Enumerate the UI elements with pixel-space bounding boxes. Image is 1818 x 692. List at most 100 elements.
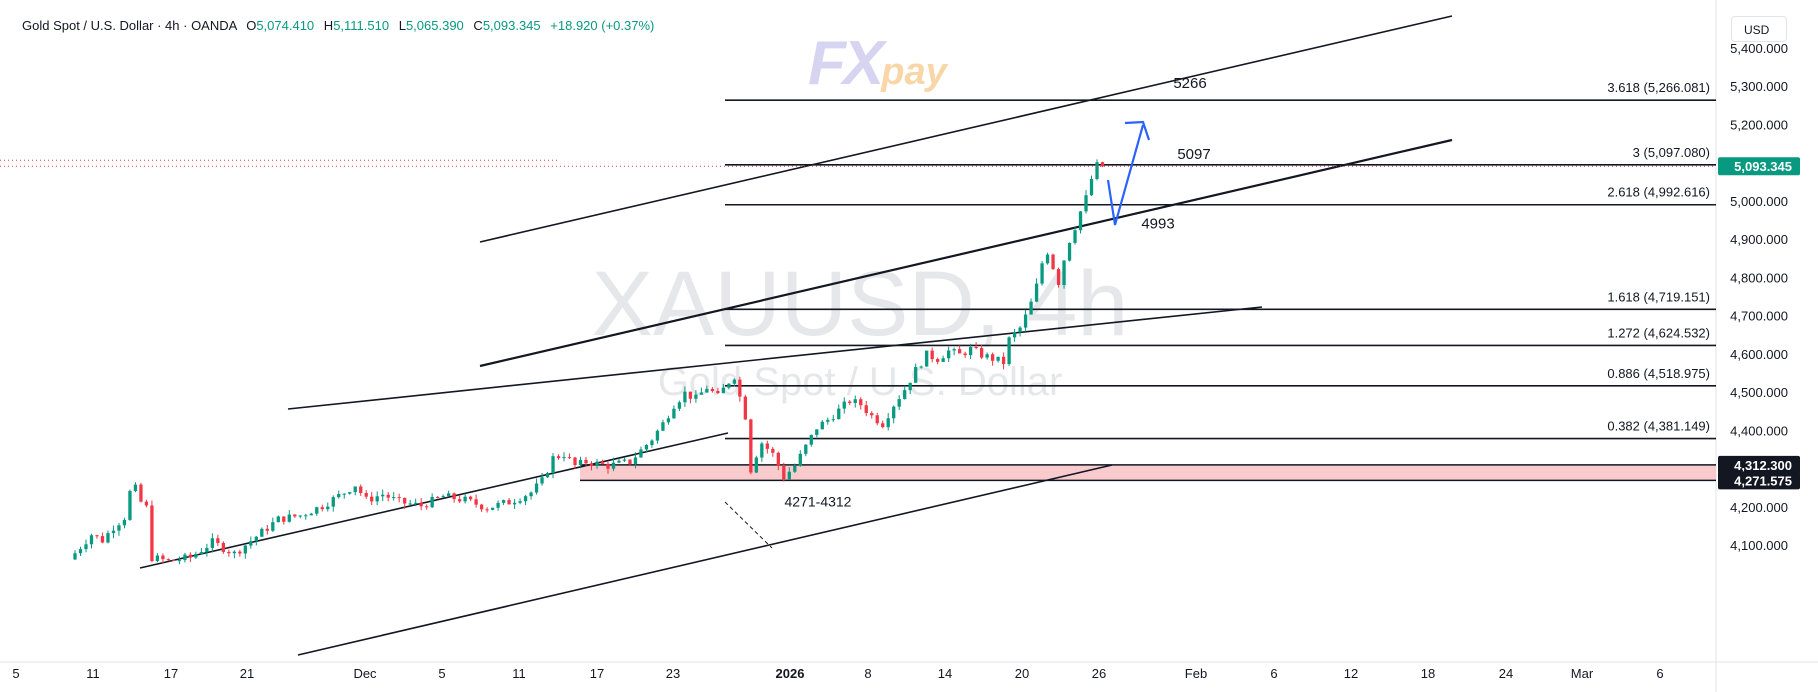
trend-line[interactable] [724, 501, 773, 549]
candle-body [837, 408, 841, 420]
candle-body [584, 459, 588, 464]
candle-body [957, 349, 962, 354]
candle-body [1045, 254, 1050, 264]
candle-body [479, 504, 484, 510]
candle-body [463, 496, 467, 502]
trend-line[interactable] [479, 15, 1453, 243]
candle-body [111, 530, 116, 534]
candle-body [221, 542, 226, 552]
candle-body [743, 396, 747, 420]
candle-body [265, 528, 269, 531]
candle-body [430, 496, 434, 508]
trend-line[interactable] [287, 306, 1263, 410]
candle-body [199, 552, 204, 555]
candle-body [188, 554, 193, 558]
candle-body [666, 418, 671, 423]
y-axis-tick-label: 4,200.000 [1730, 500, 1788, 515]
candle-body [1100, 162, 1105, 167]
support-zone-label: 4271-4312 [785, 493, 852, 509]
candle-body [628, 459, 632, 465]
candle-body [534, 483, 539, 493]
x-axis-tick-label: 14 [938, 666, 952, 681]
trend-line[interactable] [479, 138, 1453, 368]
x-axis-tick-label: 11 [512, 666, 526, 681]
candle-body [1089, 178, 1094, 196]
y-axis-tick-label: 5,200.000 [1730, 117, 1788, 132]
candle-body [238, 551, 242, 554]
candle-body [606, 463, 610, 469]
fib-level-label: 2.618 (4,992.616) [1607, 185, 1710, 200]
open-label: O [246, 18, 257, 33]
candle-body [166, 559, 171, 561]
candle-body [133, 484, 138, 492]
candle-body [304, 515, 308, 517]
y-axis-tick-label: 4,900.000 [1730, 232, 1788, 247]
candle-body [414, 502, 418, 504]
candle-body [441, 496, 445, 498]
x-axis-tick-label: 5 [438, 666, 445, 681]
candle-body [990, 354, 995, 361]
candle-body [611, 462, 616, 469]
trend-line[interactable] [297, 464, 1113, 656]
x-axis-tick-label: 11 [86, 666, 100, 681]
candle-body [930, 350, 934, 360]
candle-body [155, 555, 160, 562]
candle-body [540, 477, 544, 484]
fib-level-label: 1.272 (4,624.532) [1607, 325, 1710, 340]
close-label: C [473, 18, 483, 33]
candle-body [122, 519, 127, 526]
candle-body [941, 358, 945, 362]
fib-level-label: 0.382 (4,381.149) [1607, 419, 1710, 434]
trend-line[interactable] [139, 432, 729, 569]
candle-body [320, 507, 324, 510]
candle-body [271, 522, 275, 531]
candle-body [809, 434, 813, 445]
x-axis-tick-label: 20 [1015, 666, 1029, 681]
projection-arrow[interactable] [1106, 124, 1145, 226]
candle-body [381, 494, 385, 497]
symbol-title[interactable]: Gold Spot / U.S. Dollar · 4h · OANDA [22, 18, 237, 33]
candle-body [1067, 242, 1072, 261]
candle-body [793, 465, 797, 472]
candle-body [639, 449, 643, 458]
candle-body [419, 502, 423, 507]
candle-body [205, 547, 209, 553]
candle-body [150, 505, 154, 562]
candle-body [1062, 260, 1066, 286]
candle-body [359, 486, 363, 493]
logo-fx-text: FX [808, 29, 884, 98]
candle-body [886, 418, 890, 428]
x-axis-tick-label: 2026 [776, 666, 805, 681]
candle-body [595, 461, 599, 467]
candle-body [260, 528, 264, 537]
y-axis-tick-label: 4,400.000 [1730, 423, 1788, 438]
support-zone-rect[interactable] [580, 464, 1716, 481]
candle-body [282, 516, 286, 522]
x-axis-tick-label: Dec [353, 666, 377, 681]
candle-body [848, 401, 852, 404]
currency-button[interactable]: USD [1731, 16, 1787, 42]
candle-body [1056, 269, 1061, 286]
fib-level-label: 3 (5,097.080) [1633, 145, 1710, 160]
candle-body [738, 379, 742, 397]
high-label: H [323, 18, 334, 33]
candle-body [1018, 327, 1022, 333]
candle-body [161, 555, 165, 560]
candle-body [979, 348, 984, 358]
candle-body [78, 549, 83, 554]
candle-body [655, 430, 660, 441]
candle-body [144, 501, 149, 506]
candle-body [89, 535, 94, 545]
symbol-header[interactable]: Gold Spot / U.S. Dollar · 4h · OANDA O5,… [22, 18, 654, 33]
x-axis-tick-label: 24 [1499, 666, 1513, 681]
x-axis-tick-label: 21 [240, 666, 254, 681]
y-axis-tick-label: 4,700.000 [1730, 309, 1788, 324]
candle-body [243, 545, 247, 554]
candle-body [183, 554, 187, 561]
candle-body [644, 445, 649, 450]
candle-body [562, 457, 566, 459]
fib-target-label: 5097 [1177, 146, 1210, 163]
candle-body [1073, 230, 1077, 243]
